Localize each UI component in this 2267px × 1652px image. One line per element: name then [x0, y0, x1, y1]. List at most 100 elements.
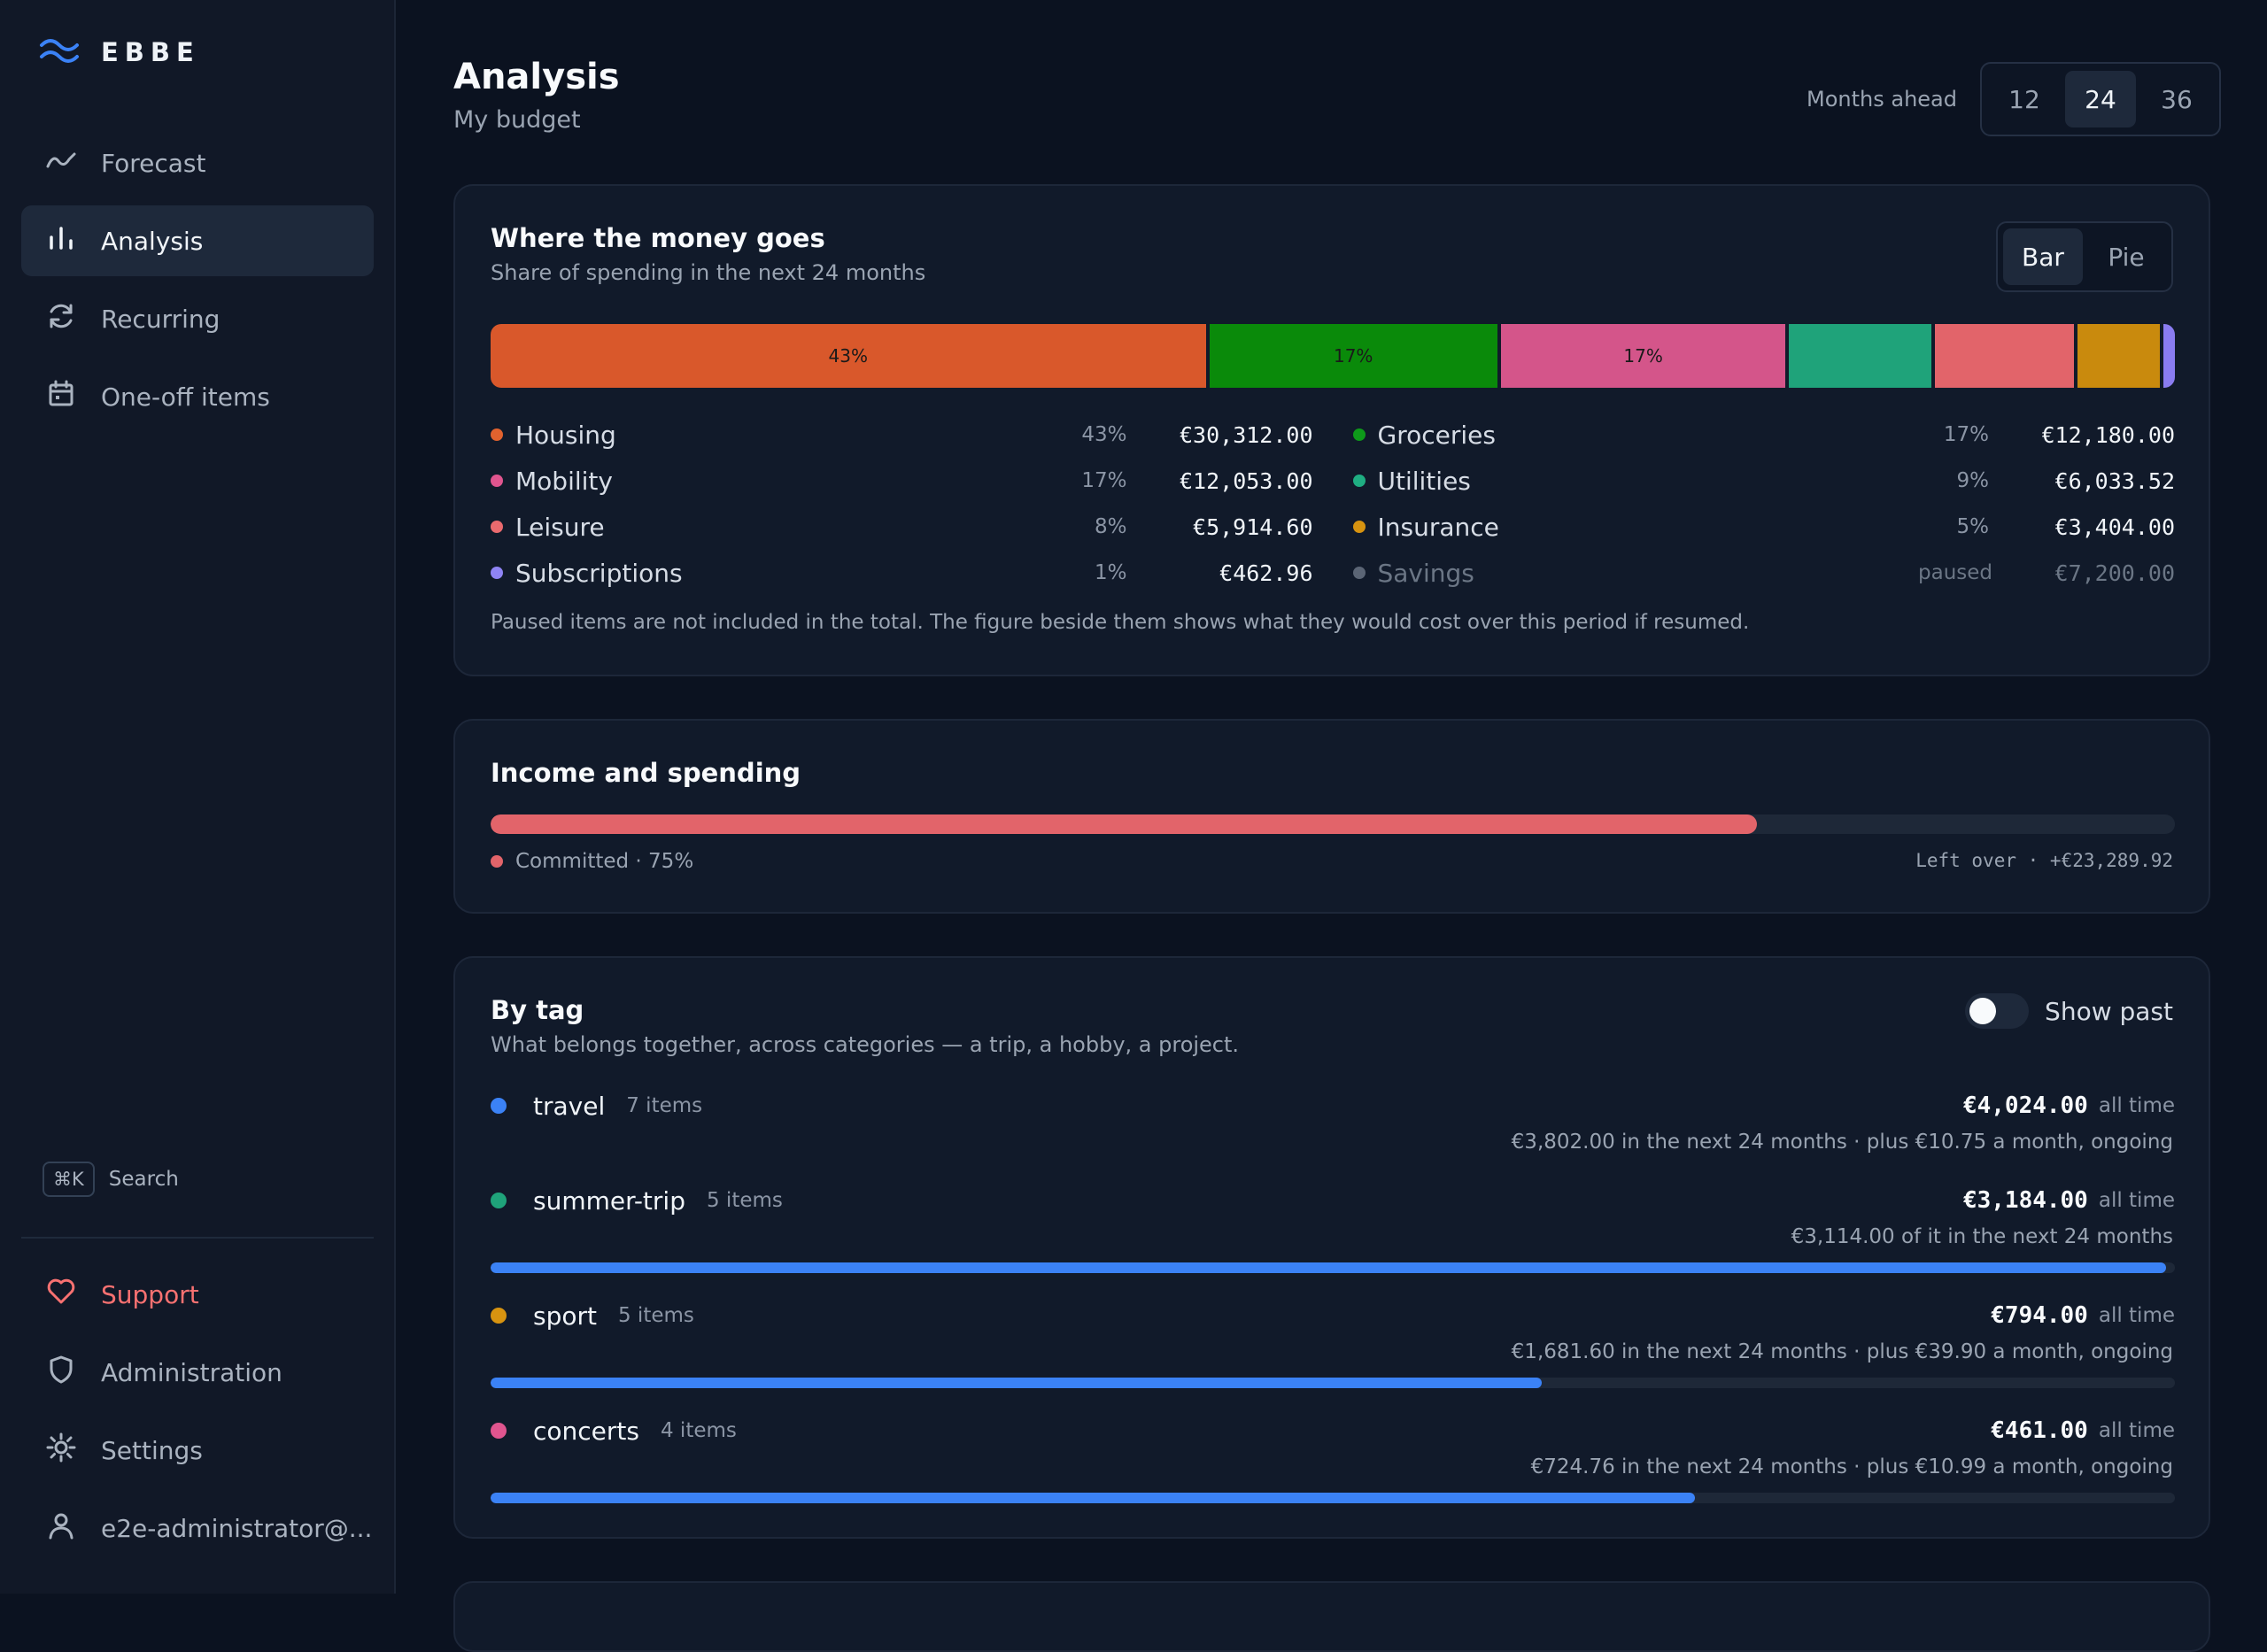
view-bar-button[interactable]: Bar: [2003, 228, 2083, 285]
legend-amount: €12,180.00: [2041, 421, 2175, 448]
committed-fill: [491, 814, 1758, 834]
tag-row-sport[interactable]: sport 5 items €794.00 all time: [491, 1298, 2175, 1333]
tag-amount: €461.00: [1991, 1417, 2088, 1444]
spending-subtitle: Share of spending in the next 24 months: [491, 260, 926, 285]
search-label: Search: [108, 1168, 179, 1191]
months-option-12[interactable]: 12: [2008, 84, 2040, 114]
nav-item-forecast[interactable]: Forecast: [21, 127, 374, 198]
legend-amount: €12,053.00: [1179, 467, 1313, 494]
nav-item-one-off[interactable]: One-off items: [21, 361, 374, 432]
legend-row-insurance: Insurance 5% €3,404.00: [1352, 510, 2175, 544]
calendar-icon: [44, 377, 78, 417]
refresh-icon: [44, 299, 78, 339]
committed-label: Committed · 75%: [515, 850, 694, 873]
tag-alltime: all time: [2098, 1094, 2175, 1117]
legend-dot: [1352, 428, 1366, 441]
income-title: Income and spending: [491, 758, 801, 788]
nav-item-label: e2e-administrator@...: [101, 1513, 373, 1543]
committed-dot: [491, 855, 503, 868]
legend-dot: [491, 567, 503, 579]
legend-row-subscriptions: Subscriptions 1% €462.96: [491, 556, 1313, 590]
bar-segment-insurance[interactable]: [2077, 324, 2163, 388]
legend-dot: [1352, 567, 1366, 579]
legend-row-housing: Housing 43% €30,312.00: [491, 418, 1313, 452]
sun-gear-icon: [44, 1431, 78, 1471]
search-trigger[interactable]: ⌘K Search: [43, 1162, 179, 1197]
bar-segment-subscriptions[interactable]: [2163, 324, 2175, 388]
show-past-toggle[interactable]: [1965, 993, 2030, 1029]
legend-amount: €6,033.52: [2054, 467, 2175, 494]
legend-name: Housing: [515, 420, 616, 450]
months-option-24[interactable]: 24: [2065, 71, 2136, 127]
view-pie-button[interactable]: Pie: [2108, 242, 2145, 272]
tag-name: travel: [533, 1091, 606, 1121]
bar-segment-utilities[interactable]: [1789, 324, 1936, 388]
nav-item-settings[interactable]: Settings: [21, 1415, 374, 1486]
paused-note: Paused items are not included in the tot…: [491, 611, 1750, 634]
tag-dot: [491, 1308, 507, 1324]
bar-segment-mobility[interactable]: 17%: [1500, 324, 1790, 388]
months-segmented: 12 24 36: [1980, 62, 2221, 136]
toggle-knob: [1969, 998, 1997, 1024]
legend-percent: 9%: [1956, 469, 1990, 492]
tag-share-track: [491, 1262, 2175, 1273]
nav-item-label: Forecast: [101, 148, 206, 178]
spending-stacked-bar: 43% 17% 17%: [491, 324, 2175, 388]
legend-percent: paused: [1918, 561, 1993, 584]
main-content: Analysis My budget Months ahead 12 24 36…: [396, 0, 2267, 1652]
tag-detail: €3,114.00 of it in the next 24 months: [1791, 1225, 2173, 1248]
tag-row-summer-trip[interactable]: summer-trip 5 items €3,184.00 all time: [491, 1183, 2175, 1218]
legend-amount: €3,404.00: [2054, 513, 2175, 540]
months-ahead-label: Months ahead: [1807, 87, 1957, 112]
tag-count: 5 items: [617, 1304, 694, 1327]
show-past-label: Show past: [2045, 996, 2173, 1026]
bottom-nav: Support Administration Settings e2e-admi…: [21, 1259, 374, 1571]
legend-row-utilities: Utilities 9% €6,033.52: [1352, 464, 2175, 498]
legend-amount: €462.96: [1219, 560, 1313, 586]
legend-amount: €30,312.00: [1179, 421, 1313, 448]
wave-logo-icon: [39, 33, 80, 72]
bar-segment-leisure[interactable]: [1935, 324, 2078, 388]
tag-row-concerts[interactable]: concerts 4 items €461.00 all time: [491, 1413, 2175, 1448]
tag-detail: €1,681.60 in the next 24 months · plus €…: [1511, 1340, 2173, 1363]
legend-row-mobility: Mobility 17% €12,053.00: [491, 464, 1313, 498]
legend-name: Groceries: [1377, 420, 1496, 450]
nav-item-support[interactable]: Support: [21, 1259, 374, 1330]
tag-share-fill: [491, 1262, 2167, 1273]
tag-name: concerts: [533, 1416, 639, 1446]
legend-percent: 1%: [1095, 561, 1127, 584]
brand[interactable]: EBBE: [39, 32, 200, 73]
bar-segment-groceries[interactable]: 17%: [1209, 324, 1501, 388]
nav-item-recurring[interactable]: Recurring: [21, 283, 374, 354]
legend-amount: €5,914.60: [1193, 513, 1313, 540]
tag-name: summer-trip: [533, 1185, 685, 1216]
tag-alltime: all time: [2098, 1419, 2175, 1442]
committed-legend: Committed · 75%: [491, 850, 693, 873]
tag-dot: [491, 1193, 507, 1208]
tags-subtitle: What belongs together, across categories…: [491, 1032, 1240, 1057]
nav-item-label: Analysis: [101, 226, 204, 256]
show-past-control: Show past: [1965, 993, 2173, 1029]
leftover-label: Left over · +€23,289.92: [1915, 850, 2173, 871]
legend-percent: 8%: [1095, 515, 1127, 538]
nav-item-label: Support: [101, 1279, 199, 1309]
nav-item-analysis[interactable]: Analysis: [21, 205, 374, 276]
nav-item-label: Settings: [101, 1435, 203, 1465]
sidebar-divider: [21, 1237, 374, 1239]
tag-count: 5 items: [706, 1189, 783, 1212]
nav-item-user[interactable]: e2e-administrator@...: [21, 1493, 374, 1563]
months-option-36[interactable]: 36: [2161, 84, 2193, 114]
nav-item-label: Administration: [101, 1357, 282, 1387]
legend-name: Mobility: [515, 466, 613, 496]
nav-item-administration[interactable]: Administration: [21, 1337, 374, 1408]
page-subtitle: My budget: [453, 106, 581, 134]
legend-dot: [1352, 475, 1366, 487]
legend-dot: [491, 521, 503, 533]
tag-share-track: [491, 1493, 2175, 1503]
tag-row-travel[interactable]: travel 7 items €4,024.00 all time: [491, 1088, 2175, 1123]
legend-name: Utilities: [1377, 466, 1471, 496]
legend-name: Insurance: [1377, 512, 1499, 542]
next-card: [453, 1581, 2210, 1652]
bar-segment-housing[interactable]: 43%: [491, 324, 1210, 388]
brand-name: EBBE: [101, 37, 200, 67]
